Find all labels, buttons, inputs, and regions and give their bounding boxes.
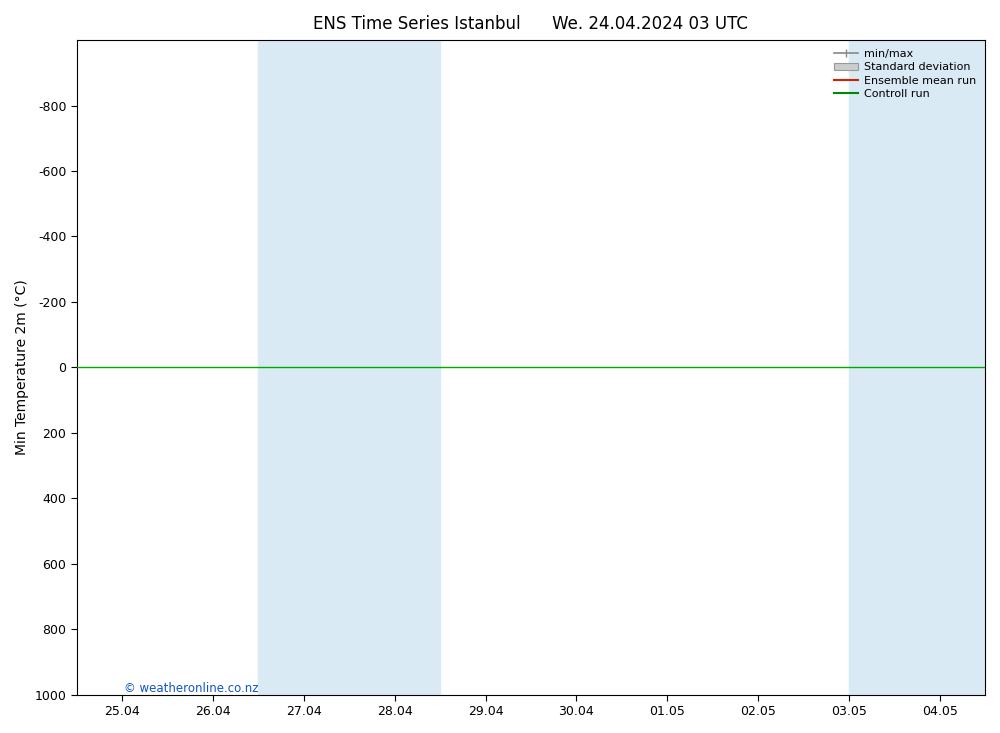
Bar [849,40,1000,695]
Title: ENS Time Series Istanbul      We. 24.04.2024 03 UTC: ENS Time Series Istanbul We. 24.04.2024 … [313,15,748,33]
Legend: min/max, Standard deviation, Ensemble mean run, Controll run: min/max, Standard deviation, Ensemble me… [831,45,979,103]
Y-axis label: Min Temperature 2m (°C): Min Temperature 2m (°C) [15,279,29,455]
Text: © weatheronline.co.nz: © weatheronline.co.nz [124,682,259,695]
Bar [258,40,440,695]
